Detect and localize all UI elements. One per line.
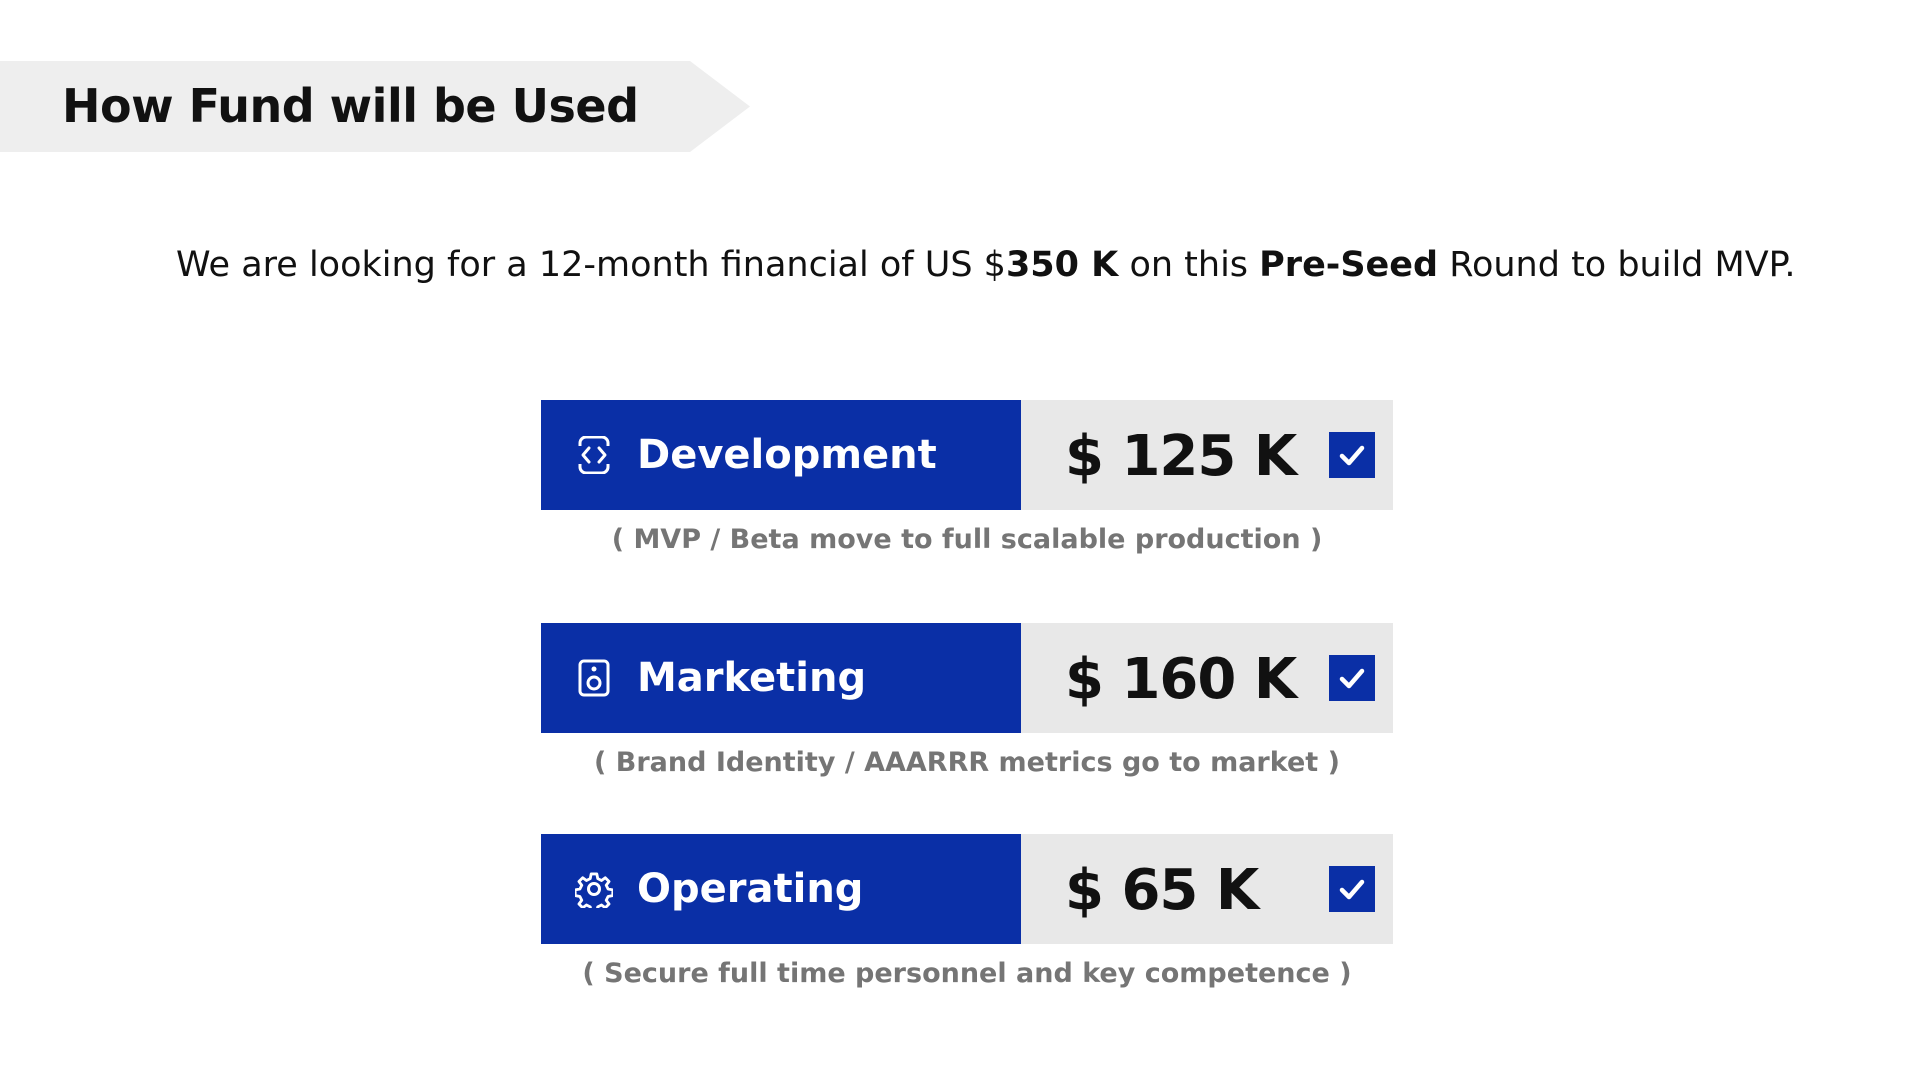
fund-amount-box: $ 65 K xyxy=(1021,834,1393,944)
fund-label-box: Development xyxy=(541,400,1021,510)
intro-part2: on this xyxy=(1118,245,1260,285)
checkbox-checked-icon[interactable] xyxy=(1329,866,1375,912)
checkbox-checked-icon[interactable] xyxy=(1329,655,1375,701)
fund-row-development: Development $ 125 K xyxy=(541,400,1393,510)
fund-row-operating: Operating $ 65 K xyxy=(541,834,1393,944)
fund-amount: $ 65 K xyxy=(1065,858,1259,923)
code-brackets-icon xyxy=(575,436,613,474)
fund-label: Development xyxy=(637,432,937,478)
page-title: How Fund will be Used xyxy=(62,79,639,133)
checkbox-checked-icon[interactable] xyxy=(1329,432,1375,478)
fund-row-marketing: Marketing $ 160 K xyxy=(541,623,1393,733)
fund-label-box: Operating xyxy=(541,834,1021,944)
fund-label-box: Marketing xyxy=(541,623,1021,733)
intro-text: We are looking for a 12-month financial … xyxy=(176,240,1826,290)
fund-caption: ( Secure full time personnel and key com… xyxy=(582,958,1352,989)
fund-label: Operating xyxy=(637,866,864,912)
fund-amount: $ 160 K xyxy=(1065,647,1297,712)
fund-caption: ( Brand Identity / AAARRR metrics go to … xyxy=(594,747,1340,778)
fund-caption: ( MVP / Beta move to full scalable produ… xyxy=(611,524,1323,555)
intro-part3: Round to build MVP. xyxy=(1438,245,1796,285)
fund-amount: $ 125 K xyxy=(1065,424,1297,489)
speaker-icon xyxy=(578,659,610,697)
title-banner: How Fund will be Used xyxy=(0,61,750,152)
gear-icon xyxy=(575,872,613,908)
intro-part1: We are looking for a 12-month financial … xyxy=(176,245,1006,285)
intro-round: Pre-Seed xyxy=(1259,245,1439,285)
fund-label: Marketing xyxy=(637,655,867,701)
intro-amount: 350 K xyxy=(1005,245,1119,285)
